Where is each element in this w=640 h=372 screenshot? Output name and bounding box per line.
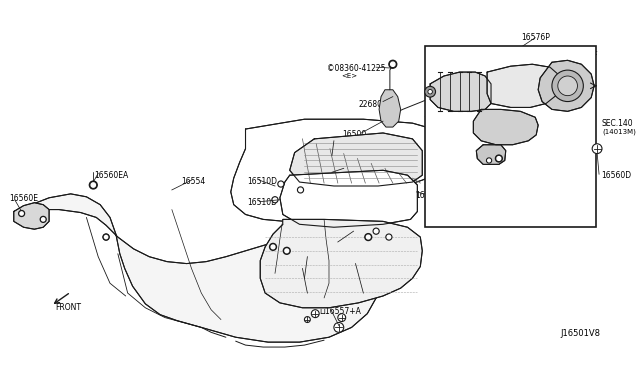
Circle shape: [103, 234, 109, 240]
Circle shape: [269, 243, 276, 250]
Circle shape: [373, 228, 379, 234]
Circle shape: [285, 249, 289, 253]
Circle shape: [311, 310, 319, 318]
Circle shape: [40, 217, 46, 222]
Text: FRONT: FRONT: [55, 303, 81, 312]
Text: <E>: <E>: [340, 73, 357, 79]
Text: 16560F: 16560F: [570, 51, 598, 61]
Text: 16560F: 16560F: [444, 90, 472, 99]
Circle shape: [305, 317, 310, 323]
Circle shape: [592, 144, 602, 154]
Text: 16528: 16528: [346, 260, 370, 269]
Circle shape: [279, 182, 283, 186]
Polygon shape: [487, 64, 560, 108]
Polygon shape: [290, 133, 422, 186]
Polygon shape: [231, 119, 454, 221]
Text: 16500: 16500: [342, 130, 366, 139]
Circle shape: [299, 188, 302, 192]
Circle shape: [389, 60, 397, 68]
Circle shape: [488, 159, 490, 162]
Circle shape: [104, 235, 108, 239]
Polygon shape: [476, 145, 506, 164]
Circle shape: [271, 245, 275, 249]
Circle shape: [366, 235, 370, 239]
Circle shape: [386, 234, 392, 240]
Text: 16560FB: 16560FB: [495, 166, 529, 174]
Circle shape: [273, 198, 276, 202]
Polygon shape: [280, 170, 417, 227]
Text: ©08360-41225: ©08360-41225: [327, 64, 385, 73]
Circle shape: [428, 90, 432, 94]
Text: 22680: 22680: [358, 100, 383, 109]
Text: SEC.140: SEC.140: [602, 119, 634, 128]
Text: 16526: 16526: [415, 191, 440, 200]
Text: 16557H: 16557H: [486, 198, 516, 207]
Text: 16557-: 16557-: [290, 264, 317, 273]
Polygon shape: [379, 90, 401, 127]
Circle shape: [365, 234, 372, 241]
Circle shape: [387, 235, 390, 239]
Text: 16554: 16554: [182, 177, 206, 186]
Circle shape: [390, 62, 395, 66]
Circle shape: [91, 183, 95, 187]
Circle shape: [278, 181, 284, 187]
Circle shape: [558, 76, 577, 96]
Circle shape: [425, 86, 436, 97]
Circle shape: [90, 181, 97, 189]
Text: 16576E: 16576E: [486, 209, 515, 219]
Polygon shape: [430, 72, 491, 111]
Polygon shape: [538, 60, 594, 111]
Circle shape: [486, 158, 492, 163]
Text: 16560D: 16560D: [601, 171, 631, 180]
Text: 16580R: 16580R: [486, 179, 516, 188]
Circle shape: [552, 70, 583, 102]
Text: 16510E: 16510E: [324, 237, 353, 246]
Text: 16510E: 16510E: [324, 155, 353, 164]
Circle shape: [298, 187, 303, 193]
Circle shape: [19, 211, 24, 217]
Polygon shape: [474, 109, 538, 145]
Circle shape: [42, 218, 45, 221]
Circle shape: [338, 314, 346, 321]
Polygon shape: [13, 194, 381, 342]
Circle shape: [429, 91, 431, 93]
Text: 16560E: 16560E: [9, 194, 38, 203]
Circle shape: [104, 235, 108, 239]
Text: (14013M): (14013M): [602, 128, 636, 135]
Circle shape: [497, 157, 500, 160]
Text: J16501V8: J16501V8: [561, 329, 601, 339]
Circle shape: [20, 212, 23, 215]
Text: 16546: 16546: [319, 169, 344, 178]
Circle shape: [495, 155, 502, 162]
Polygon shape: [13, 203, 49, 229]
Bar: [425, 45, 596, 227]
Text: 16510D: 16510D: [248, 198, 278, 207]
Text: 16576P: 16576P: [522, 33, 550, 42]
Circle shape: [272, 197, 278, 203]
Circle shape: [284, 247, 290, 254]
Circle shape: [374, 230, 378, 233]
Text: ⊔16557+A: ⊔16557+A: [319, 307, 361, 316]
Circle shape: [103, 234, 109, 240]
Polygon shape: [440, 94, 481, 136]
Circle shape: [334, 323, 344, 332]
Text: 16557: 16557: [296, 252, 321, 261]
Text: 16510D: 16510D: [248, 177, 278, 186]
Text: 16560EA: 16560EA: [94, 171, 129, 180]
Polygon shape: [260, 219, 422, 308]
